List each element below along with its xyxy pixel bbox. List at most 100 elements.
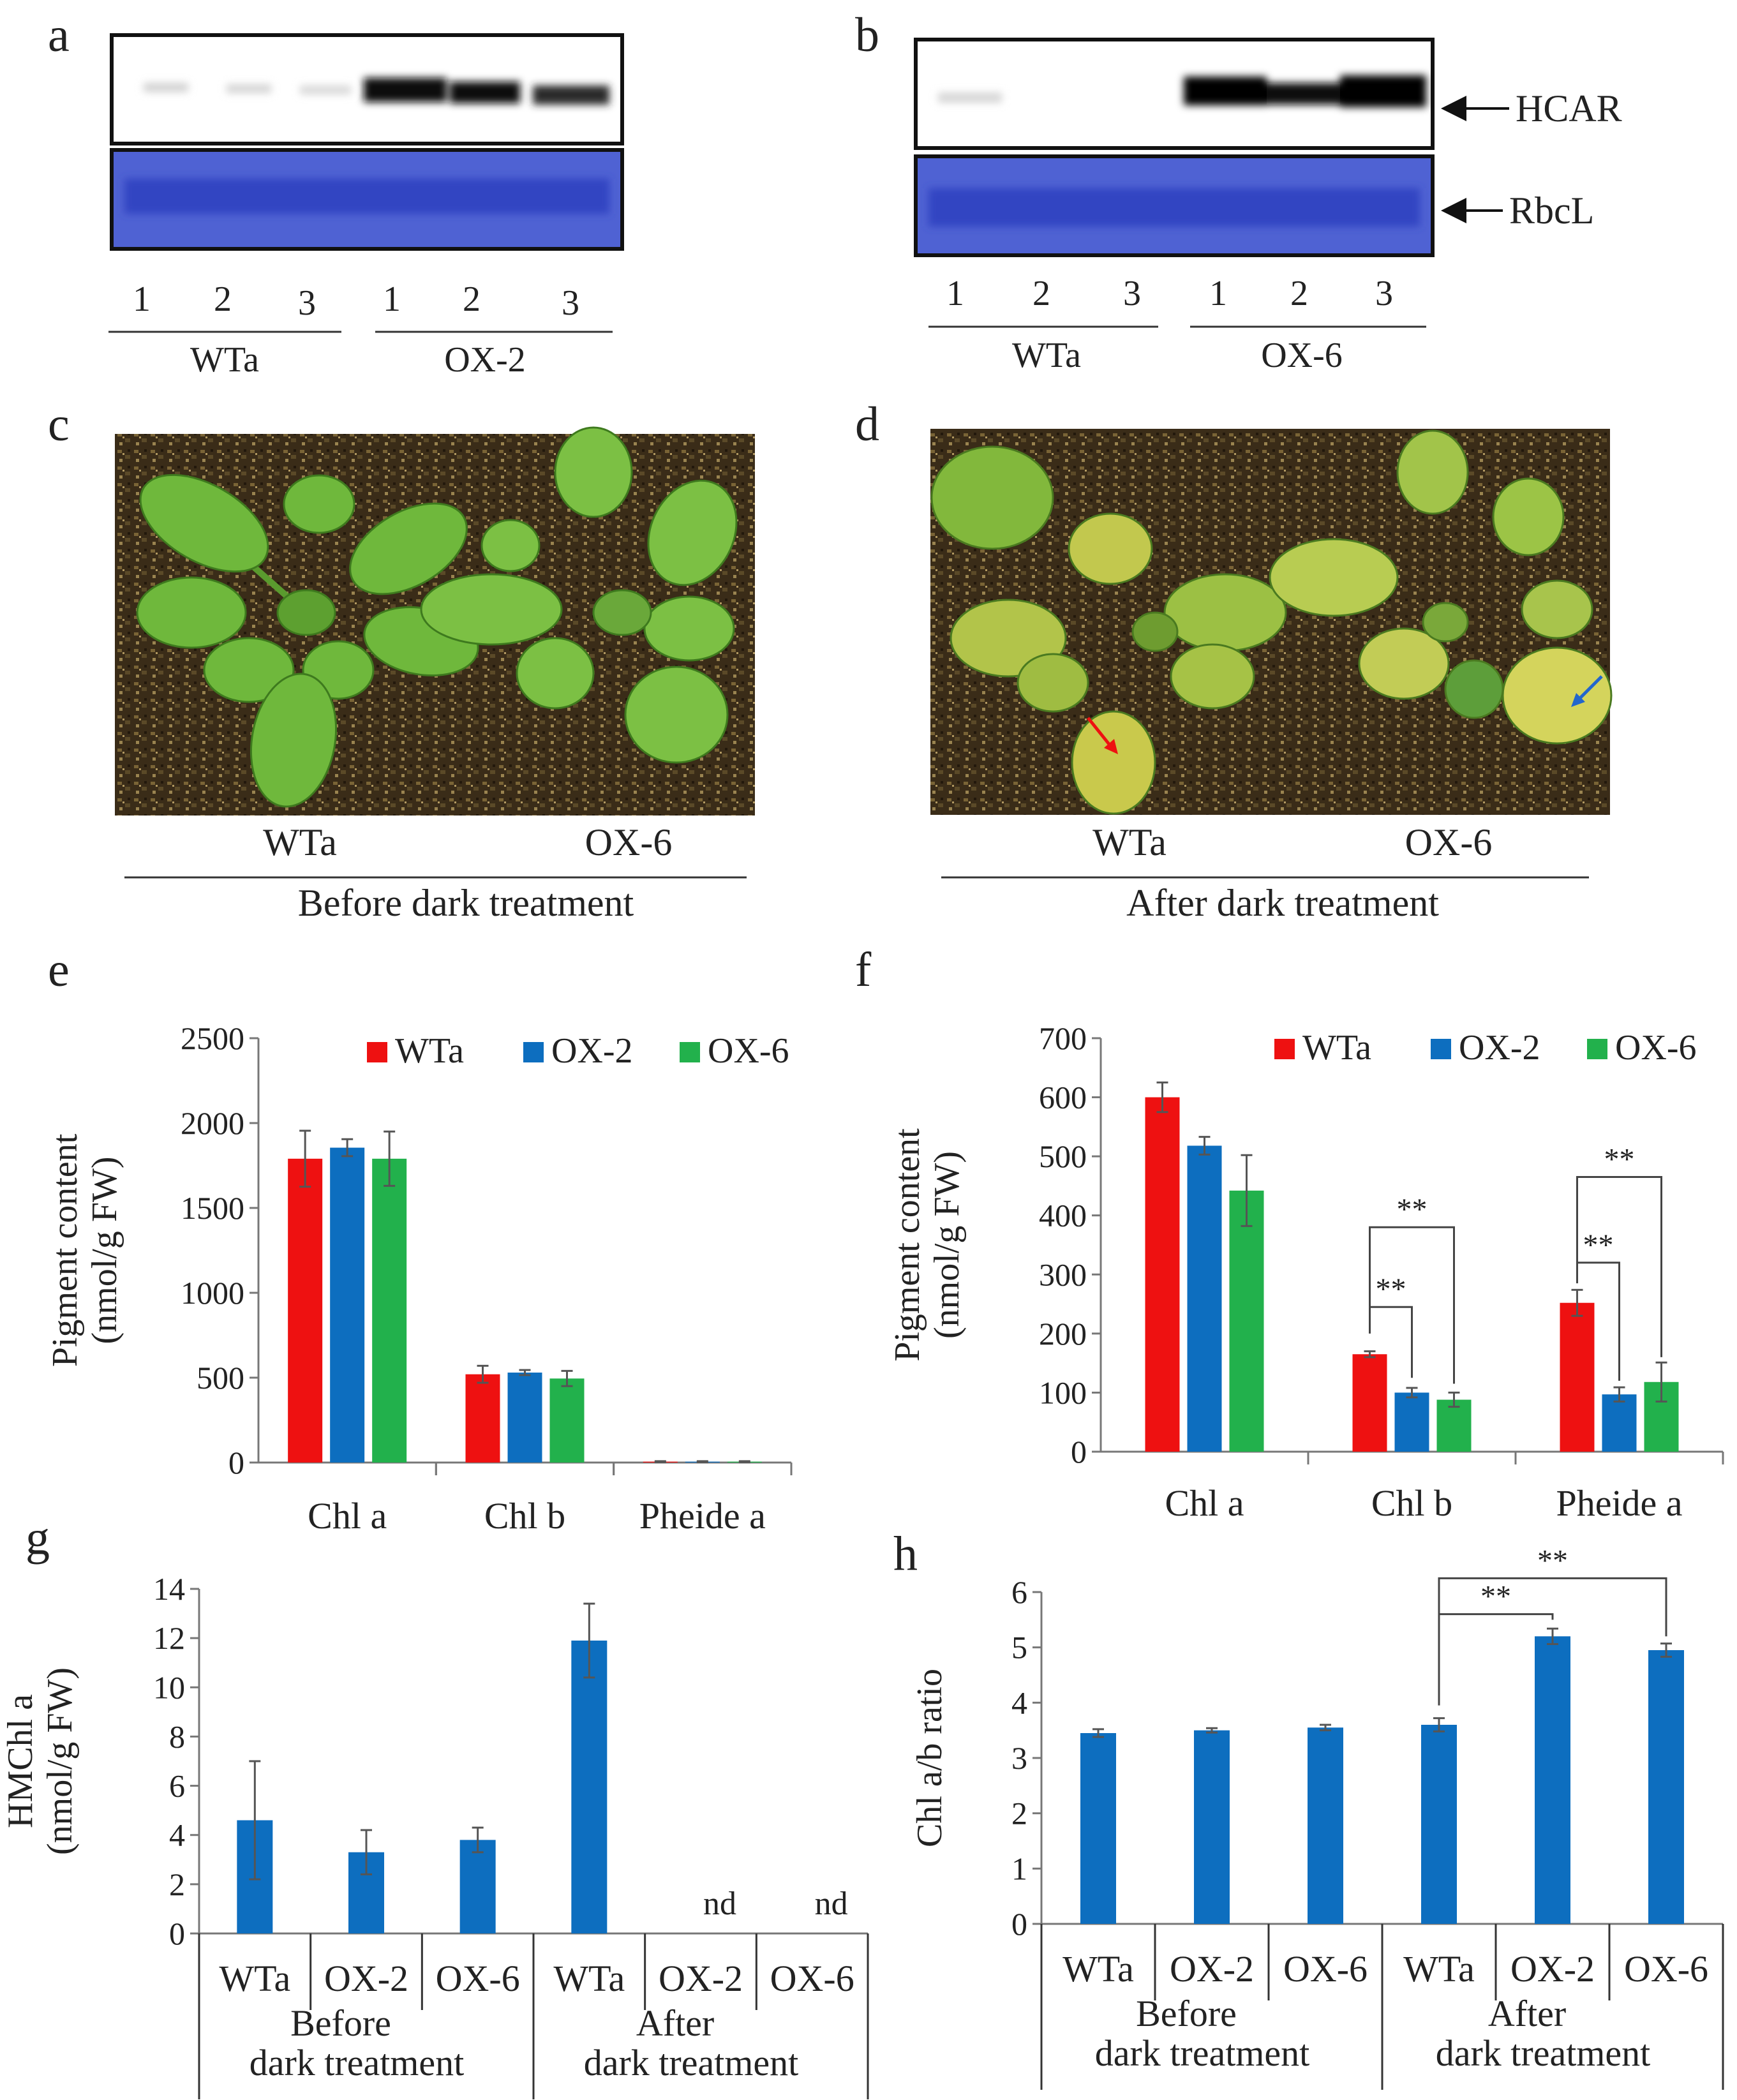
bar: [288, 1158, 323, 1463]
category-label: Pheide a: [639, 1495, 766, 1537]
category-label: OX-6: [1624, 1948, 1708, 1990]
significance-bracket: [1369, 1226, 1455, 1384]
lane-label: 1: [946, 274, 964, 313]
plant-photo-before: [115, 426, 755, 815]
rbcl-label: RbcL: [1509, 190, 1594, 232]
y-axis-label: Chl a/b ratio: [910, 1669, 950, 1847]
bar: [1352, 1354, 1387, 1452]
nd-label: nd: [703, 1886, 736, 1922]
category-label: WTa: [553, 1958, 625, 1999]
category-label: Chl b: [1371, 1482, 1452, 1524]
category-label: Chl a: [1165, 1482, 1244, 1524]
blot-b: [914, 38, 1435, 257]
category-label: WTa: [219, 1958, 290, 1999]
bar: [372, 1158, 407, 1463]
blot-a-lanes: 1 2 3 1 2 3 WTa OX-2: [108, 279, 613, 380]
significance-label: **: [1397, 1193, 1428, 1226]
y-tick-label: 100: [1039, 1374, 1087, 1410]
panel-letter-d: d: [855, 398, 879, 451]
plant-ox6-rosette: [420, 426, 738, 764]
category-label: OX-6: [436, 1958, 520, 1999]
lane-label: 2: [1033, 274, 1050, 313]
category-label: OX-2: [324, 1958, 408, 1999]
group-label: Before: [1136, 1993, 1237, 2034]
y-tick-label: 0: [1071, 1434, 1087, 1470]
group-label: After: [1488, 1993, 1566, 2034]
plant-ox6-after: [1269, 429, 1613, 745]
blot-b-lanes: 1 2 3 1 2 3 WTa OX-6: [928, 274, 1426, 375]
y-tick-label: 2: [169, 1866, 185, 1902]
y-axis-label: HMChl a: [1, 1694, 40, 1828]
legend-swatch: [1274, 1039, 1295, 1059]
category-label: OX-6: [1283, 1948, 1368, 1990]
significance-label: **: [1583, 1228, 1614, 1262]
hcar-label: HCAR: [1516, 87, 1622, 130]
plant-wta-after: [930, 445, 1287, 815]
group-label: After: [636, 2002, 714, 2044]
panel-letter-c: c: [48, 398, 70, 451]
bar: [571, 1641, 608, 1933]
category-label: WTa: [1403, 1948, 1475, 1990]
panel-letter-g: g: [26, 1511, 50, 1565]
lane-label: 2: [214, 279, 232, 319]
lane-label: 1: [1209, 274, 1227, 313]
y-tick-label: 2500: [181, 1020, 244, 1056]
chart-e: Pigment content (nmol/g FW) 0 500 1000 1500 20…: [45, 1020, 793, 1537]
band-annotations: HCAR RbcL: [1441, 87, 1622, 232]
legend-swatch: [1587, 1039, 1607, 1059]
bar: [1080, 1733, 1116, 1924]
bar: [549, 1378, 585, 1463]
blot-a: [110, 33, 624, 251]
plant-photo-after: [930, 429, 1613, 815]
bar: [1308, 1727, 1343, 1924]
y-tick-label: 0: [169, 1916, 185, 1951]
panel-letter-a: a: [48, 8, 70, 62]
significance-label: **: [1604, 1143, 1635, 1177]
photo-c-label-ox6: OX-6: [585, 821, 673, 863]
legend-label: OX-2: [551, 1031, 633, 1071]
group-label: OX-6: [1261, 336, 1343, 375]
group-label: dark treatment: [250, 2042, 465, 2083]
significance-bracket: [1438, 1577, 1667, 1637]
y-tick-label: 6: [169, 1768, 185, 1804]
panel-letter-b: b: [855, 8, 879, 62]
bar: [1560, 1302, 1595, 1452]
legend-label: OX-6: [708, 1031, 789, 1071]
y-axis-label: (nmol/g FW): [40, 1667, 80, 1855]
photo-d-label-wta: WTa: [1092, 821, 1167, 863]
nd-label: nd: [815, 1886, 848, 1922]
chart-g: HMChl a (nmol/g FW) 0 2 4 6 8 10 12 14 WTa OX-2 OX-6…: [1, 1571, 869, 2099]
category-label: Chl a: [308, 1495, 387, 1537]
group-label: dark treatment: [584, 2042, 799, 2083]
category-label: OX-6: [770, 1958, 854, 1999]
y-axis-label: (nmol/g FW): [85, 1157, 124, 1344]
lane-label: 1: [133, 279, 151, 319]
legend-swatch: [1431, 1039, 1451, 1059]
y-tick-label: 1500: [181, 1190, 244, 1226]
chart-f: Pigment content (nmol/g FW) 0 100 200 300 400 5…: [888, 1020, 1724, 1524]
bar: [459, 1840, 496, 1933]
category-label: Pheide a: [1556, 1482, 1682, 1524]
group-label: WTa: [190, 340, 259, 380]
category-label: OX-2: [1510, 1948, 1595, 1990]
y-tick-label: 600: [1039, 1080, 1087, 1115]
significance-bracket: [1438, 1613, 1554, 1706]
legend-swatch: [680, 1042, 700, 1062]
group-label: dark treatment: [1436, 2032, 1651, 2074]
significance-bracket: [1576, 1176, 1662, 1357]
y-tick-label: 700: [1039, 1020, 1087, 1056]
y-tick-label: 1: [1011, 1851, 1027, 1886]
lane-label: 2: [463, 279, 481, 319]
blot-a-bands: [144, 78, 609, 105]
bar: [1394, 1392, 1429, 1452]
bar: [1436, 1399, 1472, 1452]
y-tick-label: 12: [153, 1620, 185, 1656]
y-axis-label: Pigment content: [888, 1128, 927, 1362]
legend-label: OX-2: [1459, 1028, 1540, 1068]
category-label: WTa: [1062, 1948, 1134, 1990]
significance-label: **: [1376, 1272, 1406, 1306]
y-axis-label: (nmol/g FW): [927, 1151, 967, 1339]
y-tick-label: 8: [169, 1718, 185, 1754]
photo-d-label-ox6: OX-6: [1405, 821, 1493, 863]
